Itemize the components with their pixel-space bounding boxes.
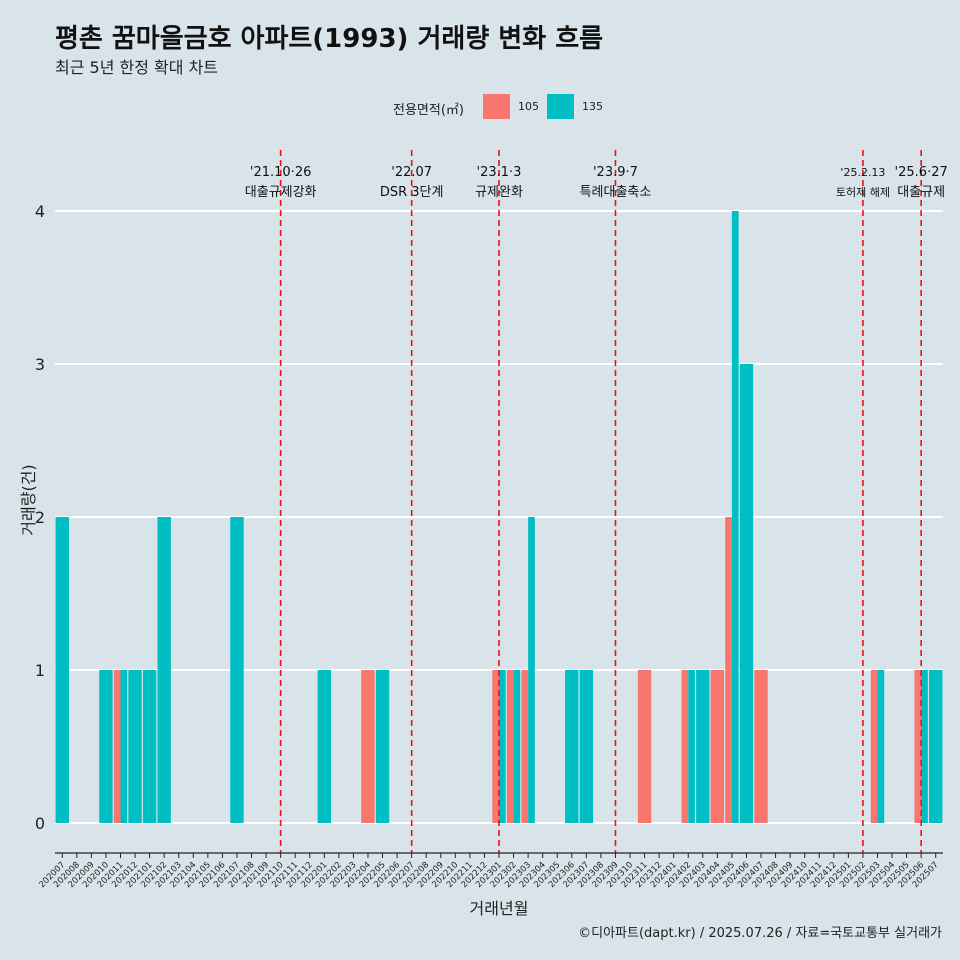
event-text-label: 특례대출축소	[580, 185, 652, 200]
legend-title: 전용면적(㎡)	[393, 103, 464, 118]
y-tick-label: 4	[35, 202, 45, 221]
bar-135	[929, 670, 943, 823]
bar-135	[128, 670, 142, 823]
bar-135	[877, 670, 885, 823]
bar-105	[914, 670, 922, 823]
legend-label-105: 105	[518, 100, 539, 113]
caption: ©디아파트(dapt.kr) / 2025.07.26 / 자료=국토교통부 실…	[578, 926, 942, 941]
bar-135	[731, 211, 739, 823]
bar-135	[739, 364, 754, 823]
event-date-label: '21.10·26	[250, 165, 311, 180]
event-text-label: 대출규제강화	[245, 185, 317, 200]
bar-135	[230, 517, 244, 823]
bar-135	[528, 517, 535, 823]
bar-135	[696, 670, 710, 823]
bar-105	[710, 670, 725, 823]
y-tick-label: 1	[35, 661, 45, 680]
x-axis-title: 거래년월	[470, 899, 529, 918]
y-tick-label: 3	[35, 355, 45, 374]
bar-135	[513, 670, 521, 823]
legend: 전용면적(㎡) 105 135	[0, 92, 960, 122]
event-date-label: '23.9·7	[593, 165, 638, 180]
bar-135	[921, 670, 928, 823]
event-date-label: '25.2.13	[840, 166, 885, 179]
bar-105	[361, 670, 375, 823]
bar-135	[99, 670, 113, 823]
bar-105	[637, 670, 652, 823]
bar-105	[870, 670, 878, 823]
chart-subtitle: 최근 5년 한정 확대 차트	[55, 58, 219, 77]
bar-135	[688, 670, 695, 823]
bar-135	[499, 670, 506, 823]
bar-105	[113, 670, 121, 823]
event-text-label: DSR 3단계	[380, 185, 444, 200]
bar-105	[492, 670, 499, 823]
legend-key-105	[483, 94, 510, 119]
bar-105	[754, 670, 768, 823]
y-tick-label: 0	[35, 814, 45, 833]
bar-135	[55, 517, 69, 823]
y-axis-title: 거래량(건)	[19, 464, 38, 535]
bar-105	[681, 670, 689, 823]
bar-135	[142, 670, 157, 823]
event-date-label: '23.1·3	[477, 165, 522, 180]
bar-105	[506, 670, 514, 823]
event-date-label: '25.6·27	[895, 165, 948, 180]
bar-105	[725, 517, 732, 823]
bar-135	[579, 670, 594, 823]
legend-key-135	[547, 94, 574, 119]
bar-135	[565, 670, 579, 823]
chart-title: 평촌 꿈마을금호 아파트(1993) 거래량 변화 흐름	[55, 24, 604, 54]
event-date-label: '22.07	[391, 165, 432, 180]
event-text-label: 규제완화	[475, 185, 523, 200]
bar-135	[317, 670, 332, 823]
y-tick-label: 2	[35, 508, 45, 527]
bar-135	[157, 517, 171, 823]
event-text-label: 대출규제	[897, 185, 945, 200]
legend-label-135: 135	[582, 100, 603, 113]
bar-135	[120, 670, 128, 823]
bar-135	[375, 670, 390, 823]
bar-105	[521, 670, 529, 823]
event-text-label: 토허제 해제	[836, 185, 890, 199]
